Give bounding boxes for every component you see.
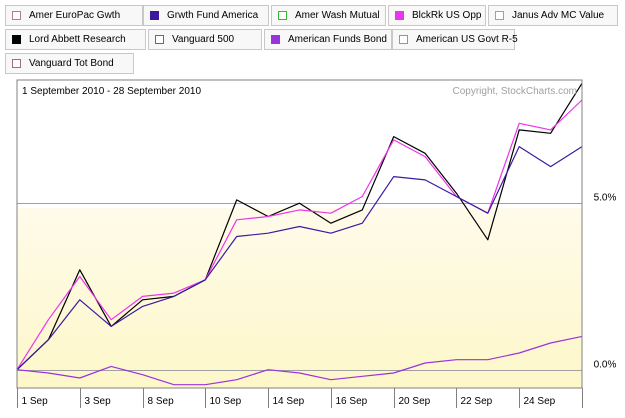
- chart-date-range: 1 September 2010 - 28 September 2010: [22, 86, 201, 97]
- legend-label: American US Govt R-5: [416, 34, 518, 45]
- x-tick-label: 20 Sep: [399, 396, 431, 407]
- x-tick-label: 24 Sep: [524, 396, 556, 407]
- legend-label: Grwth Fund America: [167, 10, 259, 21]
- legend-item[interactable]: Vanguard Tot Bond: [5, 53, 134, 74]
- x-tick-label: 10 Sep: [210, 396, 242, 407]
- legend-item[interactable]: BlckRk US Opp: [388, 5, 486, 26]
- x-tick-label: 16 Sep: [336, 396, 368, 407]
- legend-item[interactable]: Lord Abbett Research: [5, 29, 146, 50]
- x-tick-label: 3 Sep: [85, 396, 112, 407]
- legend-swatch-icon: [395, 11, 404, 20]
- legend-swatch-icon: [150, 11, 159, 20]
- legend-item[interactable]: Amer EuroPac Gwth: [5, 5, 143, 26]
- plot-background-lower: [17, 208, 582, 388]
- legend-swatch-icon: [12, 59, 21, 68]
- y-axis: 0.0% 5.0%: [594, 193, 617, 371]
- series-lines: [16, 82, 583, 386]
- legend-item[interactable]: American Funds Bond: [264, 29, 392, 50]
- legend-swatch-icon: [399, 35, 408, 44]
- legend-swatch-icon: [495, 11, 504, 20]
- x-axis: 1 Sep 3 Sep 8 Sep 10 Sep 14 Sep 16 Sep 20 Sep 2…: [17, 388, 583, 408]
- plot-frame: [16, 79, 583, 389]
- x-tick-label: 22 Sep: [461, 396, 493, 407]
- legend-swatch-icon: [155, 35, 164, 44]
- legend-swatch-icon: [12, 35, 21, 44]
- legend-label: Amer Wash Mutual: [295, 10, 380, 21]
- x-tick-label: 14 Sep: [273, 396, 305, 407]
- legend-item[interactable]: Janus Adv MC Value: [488, 5, 618, 26]
- legend-item[interactable]: American US Govt R-5: [392, 29, 518, 50]
- x-tick-label: 1 Sep: [22, 396, 49, 407]
- legend-label: Vanguard 500: [172, 34, 235, 45]
- legend-swatch-icon: [271, 35, 280, 44]
- legend-item[interactable]: Vanguard 500: [148, 29, 262, 50]
- x-tick-label: 8 Sep: [148, 396, 175, 407]
- legend-item[interactable]: Grwth Fund America: [143, 5, 269, 26]
- legend-swatch-icon: [12, 11, 21, 20]
- legend-label: American Funds Bond: [288, 34, 387, 45]
- legend-label: Janus Adv MC Value: [512, 10, 605, 21]
- y-tick-label: 5.0%: [594, 193, 617, 204]
- legend: Amer EuroPac Gwth Grwth Fund America Amer …: [0, 0, 625, 80]
- legend-swatch-icon: [278, 11, 287, 20]
- legend-label: Amer EuroPac Gwth: [29, 10, 121, 21]
- legend-label: Vanguard Tot Bond: [29, 58, 114, 69]
- copyright-label: Copyright, StockCharts.com: [453, 86, 578, 97]
- grwth-fund-america-line: [16, 146, 583, 371]
- legend-label: BlckRk US Opp: [412, 10, 482, 21]
- plot-background-upper: [17, 80, 582, 208]
- american-funds-bond-line: [16, 335, 583, 386]
- legend-label: Lord Abbett Research: [29, 34, 126, 45]
- legend-item[interactable]: Amer Wash Mutual: [271, 5, 386, 26]
- y-tick-label: 0.0%: [594, 360, 617, 371]
